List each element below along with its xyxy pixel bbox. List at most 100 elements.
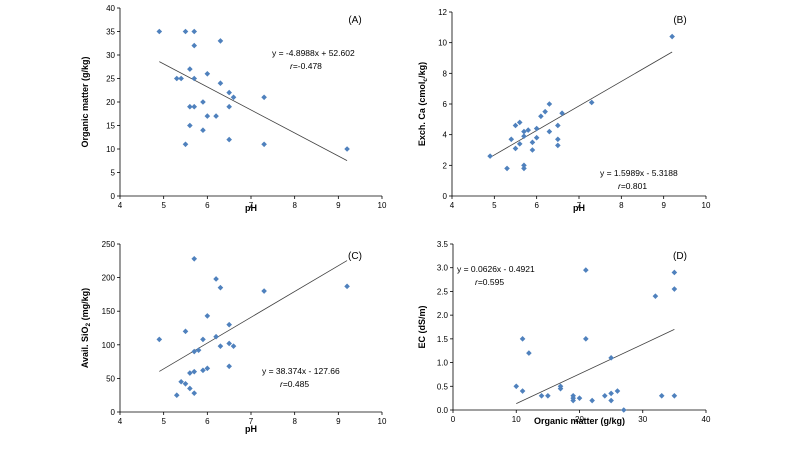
data-point [226,321,232,328]
data-point [608,355,614,361]
data-point [191,103,198,110]
y-tick-label: 4 [443,131,448,140]
data-point [671,392,678,399]
y-tick-label: 0 [111,192,116,201]
x-axis-label: pH [573,203,585,213]
data-point [538,113,544,120]
x-tick-label: 30 [638,415,647,424]
data-point [226,89,232,96]
data-point [226,340,232,347]
data-point [529,147,536,153]
x-axis-label: pH [245,424,257,434]
regression-equation: y = -4.8988x + 52.602 [272,48,355,58]
data-point [542,108,548,115]
data-point [658,392,665,399]
correlation-coefficient: r=0.801 [618,181,647,191]
y-tick-label: 1.5 [437,335,449,344]
data-point [521,133,527,139]
x-tick-label: 10 [512,415,521,424]
x-tick-label: 6 [205,417,210,426]
data-point [538,392,545,399]
data-point [602,392,608,399]
data-point [589,397,595,404]
trendline [516,329,675,405]
correlation-coefficient: r=0.485 [280,379,309,389]
data-point [187,66,193,72]
x-tick-label: 20 [575,415,584,424]
data-point [217,343,224,349]
x-tick-label: 0 [451,415,456,424]
correlation-coefficient: r=0.595 [475,277,504,287]
x-tick-label: 5 [492,201,497,210]
data-point [217,80,224,86]
data-point [608,397,614,404]
data-point [344,283,350,290]
data-point [230,94,237,101]
data-point [217,284,224,291]
x-tick-label: 7 [249,417,254,426]
data-point [204,113,211,119]
x-axis-label: pH [245,203,257,213]
trendline [159,260,348,372]
y-tick-label: 0 [111,408,116,417]
x-tick-label: 6 [534,201,539,210]
data-point [519,388,526,394]
data-point [191,255,198,262]
data-point [512,122,519,129]
data-point [546,101,553,107]
x-tick-label: 5 [161,417,166,426]
data-point [178,378,184,385]
data-point [261,141,267,148]
trendline [489,51,673,158]
data-point [200,336,206,343]
data-point [516,141,523,147]
y-tick-label: 8 [443,69,448,78]
y-tick-label: 0 [443,192,448,201]
y-tick-label: 30 [106,51,115,60]
data-point [178,75,184,82]
y-tick-label: 250 [102,240,116,249]
data-point [669,33,675,40]
data-point [521,162,527,169]
data-point [187,370,193,376]
data-point [213,333,219,340]
data-point [583,336,589,342]
x-tick-label: 10 [378,417,387,426]
data-point [671,269,678,276]
panel-d: 0 10 20 30 40 0.0 0.5 1.0 1.5 2.0 2.5 3.0 3.5 Organic… [417,240,711,426]
data-point [344,146,350,152]
panel-label: (A) [348,15,361,26]
data-point [226,363,232,370]
y-tick-label: 100 [102,341,116,350]
y-tick-label: 10 [106,145,115,154]
y-tick-label: 2.0 [437,311,449,320]
data-point [570,397,576,404]
x-tick-label: 8 [619,201,624,210]
data-point [182,380,189,387]
y-tick-label: 0.0 [437,406,449,415]
data-point [614,388,621,394]
x-tick-label: 10 [378,201,387,210]
y-axis-label: Organic matter (g/kg) [80,56,90,147]
data-point [521,165,527,172]
y-tick-label: 3.0 [437,264,449,273]
x-tick-label: 8 [292,201,297,210]
regression-equation: y = 1.5989x - 5.3188 [600,168,678,178]
y-axis-label: Exch. Ca (cmolc/kg) [417,62,429,146]
data-point [187,385,193,392]
data-point [261,288,267,294]
y-tick-label: 5 [111,169,116,178]
data-point [529,139,536,146]
x-tick-label: 10 [702,201,711,210]
y-tick-label: 200 [102,274,116,283]
data-point [204,313,211,319]
y-tick-label: 12 [438,8,447,17]
data-point [620,407,627,413]
panel-label: (B) [673,15,686,26]
y-tick-label: 50 [106,374,115,383]
data-point [516,119,523,126]
x-tick-label: 7 [249,201,254,210]
data-point [191,348,198,355]
y-tick-label: 1.0 [437,359,449,368]
